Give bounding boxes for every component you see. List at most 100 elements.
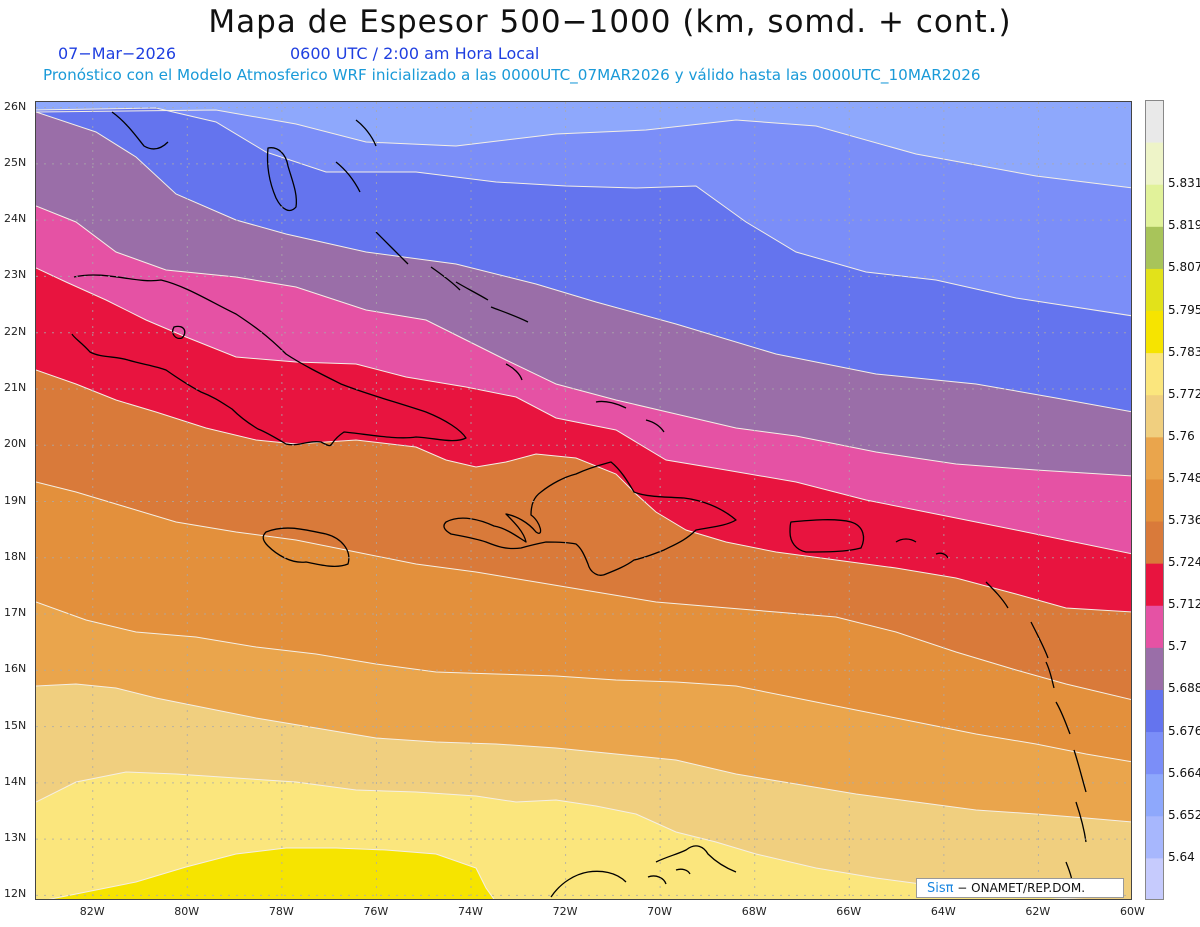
bahamas-andros-coast — [266, 147, 298, 212]
lat-tick-label: 14N — [4, 774, 27, 788]
hispaniola-coast — [443, 461, 737, 576]
model-run-info: Pronóstico con el Modelo Atmosferico WRF… — [43, 66, 981, 84]
lon-tick-label: 68W — [741, 905, 767, 918]
lon-tick-label: 66W — [836, 905, 862, 918]
lesser-antilles-coast — [985, 581, 1087, 895]
south-america-coast — [550, 845, 737, 898]
lat-tick-label: 15N — [4, 718, 27, 732]
cuba-coast — [71, 274, 467, 447]
colorbar-tick-label: 5.748 — [1168, 470, 1200, 485]
credit-box: Sisπ − ONAMET/REP.DOM. — [916, 878, 1124, 898]
colorbar — [1145, 100, 1164, 900]
colorbar-segment — [1145, 773, 1164, 817]
virgin-islands-coast — [895, 538, 949, 559]
contour-band-5.712 — [36, 268, 1131, 612]
contour-band-5.736 — [36, 482, 1131, 762]
colorbar-tick-label: 5.831 — [1168, 176, 1200, 191]
contour-line — [36, 205, 1131, 477]
forecast-date: 07−Mar−2026 — [58, 44, 177, 63]
forecast-time: 0600 UTC / 2:00 am Hora Local — [290, 44, 540, 63]
colorbar-segment — [1145, 689, 1164, 733]
contour-band-5.676 — [36, 108, 1131, 412]
colorbar-tick-label: 5.724 — [1168, 555, 1200, 570]
curacao-aruba-coast — [647, 868, 691, 885]
colorbar-segment — [1145, 184, 1164, 227]
colorbar-segment — [1145, 815, 1164, 859]
contour-bands — [36, 102, 1131, 899]
colorbar-border — [1145, 100, 1164, 900]
contour-band-5.772 — [36, 772, 1076, 899]
lat-tick-label: 23N — [4, 268, 27, 282]
colorbar-segment — [1145, 310, 1164, 354]
colorbar-tick-label: 5.664 — [1168, 765, 1200, 780]
lon-tick-label: 76W — [363, 905, 389, 918]
colorbar-segment — [1145, 436, 1164, 480]
lat-tick-label: 21N — [4, 380, 27, 394]
lat-tick-label: 16N — [4, 662, 27, 676]
credit-brand: Sisπ — [927, 881, 954, 896]
colorbar-segment — [1145, 731, 1164, 775]
contour-band-5.664 — [36, 108, 1131, 316]
credit-org: − ONAMET/REP.DOM. — [953, 881, 1086, 895]
puerto-rico-coast — [789, 519, 865, 553]
colorbar-segment — [1145, 142, 1164, 185]
contour-line — [36, 109, 1131, 189]
contour-line — [36, 369, 1131, 613]
contour-band-5.748 — [36, 602, 1131, 822]
colorbar-tick-label: 5.783 — [1168, 344, 1200, 359]
colorbar-tick-label: 5.688 — [1168, 681, 1200, 696]
contour-band-5.7 — [36, 206, 1131, 554]
contour-line — [36, 683, 1131, 823]
contour-line — [36, 601, 1131, 763]
lon-tick-label: 60W — [1120, 905, 1145, 918]
colorbar-tick-label: 5.795 — [1168, 302, 1200, 317]
lon-tick-label: 82W — [79, 905, 105, 918]
colorbar-segment — [1145, 647, 1164, 690]
lat-lon-grid — [36, 102, 1131, 899]
colorbar-segment — [1145, 857, 1164, 900]
turks-caicos-coast — [595, 400, 665, 433]
bahamas-chain-coast — [375, 231, 529, 381]
lat-tick-label: 20N — [4, 437, 27, 451]
colorbar-tick-label: 5.676 — [1168, 723, 1200, 738]
lat-tick-label: 24N — [4, 212, 27, 226]
thickness-map — [35, 101, 1132, 900]
bahamas-north-coast — [111, 111, 377, 193]
contour-line — [36, 771, 1085, 899]
map-title: Mapa de Espesor 500−1000 (km, somd. + co… — [208, 4, 1012, 40]
colorbar-tick-label: 5.819 — [1168, 218, 1200, 233]
coastlines — [71, 111, 1087, 898]
colorbar-tick-label: 5.736 — [1168, 513, 1200, 528]
contour-band-5.724 — [36, 370, 1131, 700]
lat-tick-label: 22N — [4, 324, 27, 338]
jamaica-coast — [262, 527, 350, 568]
lon-tick-label: 70W — [647, 905, 673, 918]
lon-tick-label: 72W — [552, 905, 578, 918]
colorbar-segment — [1145, 268, 1164, 312]
colorbar-tick-label: 5.772 — [1168, 386, 1200, 401]
contour-lines — [36, 107, 1131, 899]
lat-tick-label: 13N — [4, 831, 27, 845]
lon-tick-label: 62W — [1025, 905, 1051, 918]
lat-tick-label: 12N — [4, 887, 27, 901]
contour-line — [48, 847, 495, 899]
lat-tick-label: 26N — [4, 99, 27, 113]
colorbar-segment — [1145, 100, 1164, 143]
colorbar-tick-label: 5.76 — [1168, 428, 1195, 443]
colorbar-segment — [1145, 394, 1164, 438]
contour-band-5.76 — [36, 684, 1131, 899]
colorbar-segment — [1145, 605, 1164, 648]
lon-tick-label: 64W — [930, 905, 956, 918]
colorbar-segment — [1145, 226, 1164, 269]
colorbar-tick-label: 5.807 — [1168, 260, 1200, 275]
contour-band-5.688 — [36, 112, 1131, 476]
lon-tick-label: 74W — [458, 905, 483, 918]
colorbar-segment — [1145, 521, 1164, 564]
colorbar-segment — [1145, 563, 1164, 606]
contour-line — [36, 481, 1131, 701]
contour-band-5.652 — [36, 102, 1131, 188]
contour-line — [36, 111, 1131, 413]
contour-line — [36, 267, 1131, 555]
lat-tick-label: 17N — [4, 606, 27, 620]
colorbar-tick-label: 5.64 — [1168, 849, 1195, 864]
